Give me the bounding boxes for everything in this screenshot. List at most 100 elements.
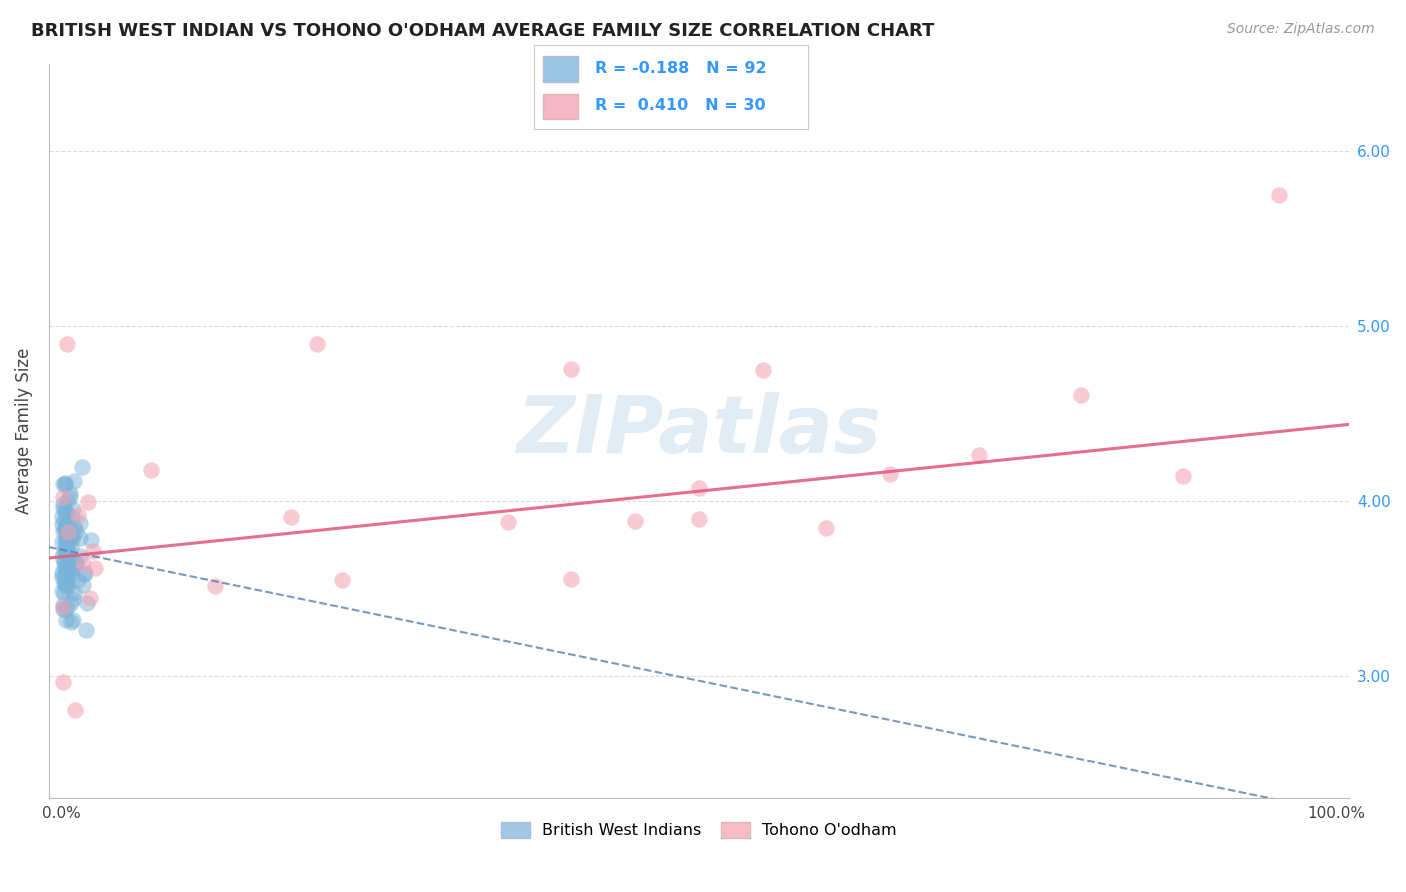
Point	[63, 519, 86, 533]
Point	[52, 497, 75, 511]
Point	[75, 623, 97, 637]
Point	[55, 533, 77, 547]
Point	[65, 524, 87, 538]
Point	[51, 516, 73, 531]
Point	[53, 477, 76, 491]
Point	[55, 522, 77, 536]
Point	[55, 579, 77, 593]
Point	[65, 556, 87, 570]
Point	[51, 566, 73, 580]
Point	[56, 601, 79, 615]
Point	[80, 533, 103, 547]
Point	[59, 596, 82, 610]
Point	[56, 516, 79, 531]
Point	[58, 543, 80, 558]
Point	[55, 564, 77, 578]
Point	[688, 512, 710, 526]
Point	[84, 561, 107, 575]
Point	[62, 529, 84, 543]
Point	[815, 521, 838, 535]
Point	[496, 516, 519, 530]
Point	[58, 558, 80, 572]
Point	[55, 538, 77, 552]
Point	[560, 362, 582, 376]
Point	[63, 586, 86, 600]
Point	[58, 565, 80, 579]
Point	[56, 530, 79, 544]
Text: ZIPatlas: ZIPatlas	[516, 392, 882, 470]
Point	[56, 561, 79, 575]
Point	[73, 567, 96, 582]
Point	[79, 591, 101, 605]
Point	[55, 525, 77, 540]
Point	[52, 524, 75, 539]
Point	[59, 530, 82, 544]
Point	[624, 514, 647, 528]
Point	[76, 596, 98, 610]
Point	[55, 575, 77, 590]
Point	[1267, 188, 1289, 202]
Point	[65, 557, 87, 571]
Point	[73, 566, 96, 580]
Point	[66, 508, 89, 523]
Point	[72, 558, 94, 572]
Point	[330, 573, 353, 587]
Point	[70, 460, 93, 475]
Point	[204, 579, 226, 593]
Legend: British West Indians, Tohono O'odham: British West Indians, Tohono O'odham	[495, 816, 903, 845]
Point	[69, 549, 91, 564]
Point	[56, 551, 79, 566]
Point	[63, 474, 86, 488]
Point	[56, 541, 79, 555]
Point	[1070, 388, 1092, 402]
Point	[60, 510, 83, 524]
Point	[60, 615, 83, 629]
Y-axis label: Average Family Size: Average Family Size	[15, 348, 32, 514]
Point	[55, 518, 77, 533]
Point	[52, 490, 75, 504]
Point	[52, 599, 75, 613]
Point	[63, 703, 86, 717]
Point	[67, 573, 90, 587]
Point	[62, 502, 84, 516]
Point	[55, 519, 77, 533]
Point	[53, 555, 76, 569]
Point	[56, 336, 79, 351]
FancyBboxPatch shape	[543, 94, 578, 120]
Point	[53, 543, 76, 558]
Point	[59, 485, 82, 500]
Point	[53, 503, 76, 517]
Point	[60, 531, 83, 545]
Point	[59, 559, 82, 574]
Point	[688, 481, 710, 495]
Point	[60, 566, 83, 581]
Point	[52, 500, 75, 515]
Point	[72, 578, 94, 592]
Point	[55, 507, 77, 521]
Point	[1171, 469, 1194, 483]
Point	[53, 555, 76, 569]
Point	[53, 524, 76, 539]
Point	[56, 558, 79, 572]
Point	[51, 584, 73, 599]
Point	[82, 544, 104, 558]
Point	[62, 592, 84, 607]
Text: Source: ZipAtlas.com: Source: ZipAtlas.com	[1227, 22, 1375, 37]
Point	[77, 495, 100, 509]
Point	[53, 576, 76, 591]
Point	[52, 600, 75, 615]
Point	[53, 559, 76, 574]
Point	[69, 516, 91, 531]
Point	[560, 573, 582, 587]
Point	[62, 614, 84, 628]
Point	[58, 525, 80, 540]
Point	[55, 613, 77, 627]
Point	[59, 522, 82, 536]
Point	[53, 476, 76, 491]
Point	[52, 674, 75, 689]
Point	[56, 525, 79, 540]
Text: BRITISH WEST INDIAN VS TOHONO O'ODHAM AVERAGE FAMILY SIZE CORRELATION CHART: BRITISH WEST INDIAN VS TOHONO O'ODHAM AV…	[31, 22, 935, 40]
Point	[55, 546, 77, 560]
Point	[51, 550, 73, 565]
Point	[52, 586, 75, 600]
